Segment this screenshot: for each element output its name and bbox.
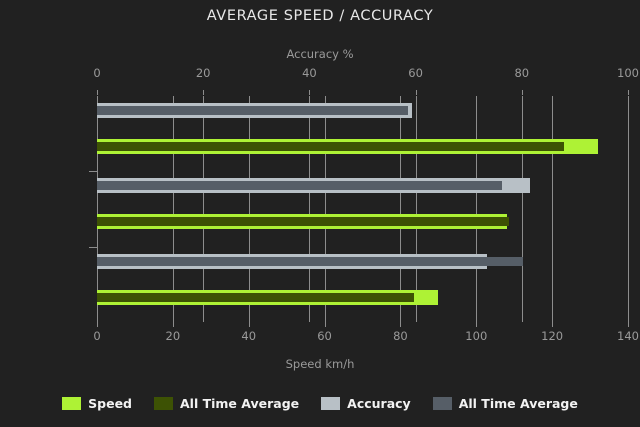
tick-label-speed-140: 140 bbox=[617, 329, 639, 343]
gridline-speed-80 bbox=[400, 96, 402, 322]
tick-accuracy-100 bbox=[628, 90, 629, 95]
tick-speed-100 bbox=[476, 322, 478, 327]
tick-label-speed-120: 120 bbox=[541, 329, 564, 343]
gridline-speed-40 bbox=[248, 96, 250, 322]
legend-label-2: Accuracy bbox=[347, 396, 411, 411]
gridline-accuracy-60 bbox=[415, 96, 417, 322]
gridline-speed-20 bbox=[172, 96, 174, 322]
tick-accuracy-20 bbox=[203, 90, 205, 95]
tick-speed-0 bbox=[97, 322, 98, 327]
gridline-accuracy-80 bbox=[521, 96, 523, 322]
tick-label-accuracy-0: 0 bbox=[93, 66, 101, 80]
chart-title: AVERAGE SPEED / ACCURACY bbox=[206, 8, 434, 24]
gridline-accuracy-20 bbox=[203, 96, 205, 322]
legend-label-1: All Time Average bbox=[180, 396, 300, 411]
gridline-accuracy-40 bbox=[309, 96, 311, 322]
tick-accuracy-60 bbox=[415, 90, 417, 95]
tick-label-accuracy-40: 40 bbox=[302, 66, 317, 80]
bar-accuracy-average-2 bbox=[97, 256, 523, 266]
legend-swatch-icon-0 bbox=[62, 397, 82, 410]
bar-accuracy-average-0 bbox=[97, 106, 408, 115]
bottom-axis-label: Speed km/h bbox=[285, 357, 355, 371]
legend-item-2[interactable]: Accuracy bbox=[321, 396, 411, 411]
legend-label-0: Speed bbox=[88, 396, 132, 411]
tick-speed-60 bbox=[324, 322, 326, 327]
legend-item-0[interactable]: Speed bbox=[62, 396, 132, 411]
tick-label-speed-100: 100 bbox=[465, 329, 488, 343]
tick-label-accuracy-100: 100 bbox=[617, 66, 639, 80]
tick-speed-20 bbox=[172, 322, 174, 327]
tick-speed-140 bbox=[628, 322, 629, 327]
group-separator-2 bbox=[89, 246, 97, 248]
legend-swatch-icon-3 bbox=[432, 397, 452, 410]
group-separator-1 bbox=[89, 171, 97, 173]
bar-speed-average-2 bbox=[97, 292, 414, 302]
tick-label-accuracy-20: 20 bbox=[195, 66, 211, 80]
tick-speed-80 bbox=[400, 322, 402, 327]
gridline-speed-60 bbox=[324, 96, 326, 322]
tick-speed-120 bbox=[552, 322, 554, 327]
legend-label-3: All Time Average bbox=[458, 396, 578, 411]
bar-speed-average-0 bbox=[97, 142, 564, 151]
legend-item-3[interactable]: All Time Average bbox=[432, 396, 578, 411]
tick-label-speed-20: 20 bbox=[165, 329, 181, 343]
tick-label-speed-0: 0 bbox=[93, 329, 101, 343]
chart-legend: Speed All Time Average Accuracy All Time Av… bbox=[0, 396, 640, 411]
top-axis-label: Accuracy % bbox=[286, 47, 354, 61]
tick-label-speed-40: 40 bbox=[241, 329, 257, 343]
gridline-speed-120 bbox=[552, 96, 554, 322]
gridline-speed-100 bbox=[476, 96, 478, 322]
bar-accuracy-average-1 bbox=[97, 181, 503, 191]
legend-item-1[interactable]: All Time Average bbox=[154, 396, 299, 411]
tick-accuracy-0 bbox=[97, 90, 98, 95]
tick-accuracy-40 bbox=[309, 90, 311, 95]
gridline-speed-140 bbox=[628, 96, 629, 322]
tick-label-accuracy-60: 60 bbox=[408, 66, 423, 80]
legend-swatch-icon-2 bbox=[321, 397, 341, 410]
plot-axis-line bbox=[97, 96, 628, 322]
bar-speed-average-1 bbox=[97, 217, 509, 227]
tick-label-speed-80: 80 bbox=[393, 329, 408, 343]
tick-accuracy-80 bbox=[521, 90, 523, 95]
legend-swatch-icon-1 bbox=[154, 397, 173, 410]
tick-label-speed-60: 60 bbox=[317, 329, 332, 343]
tick-label-accuracy-80: 80 bbox=[514, 66, 530, 80]
tick-speed-40 bbox=[248, 322, 250, 327]
